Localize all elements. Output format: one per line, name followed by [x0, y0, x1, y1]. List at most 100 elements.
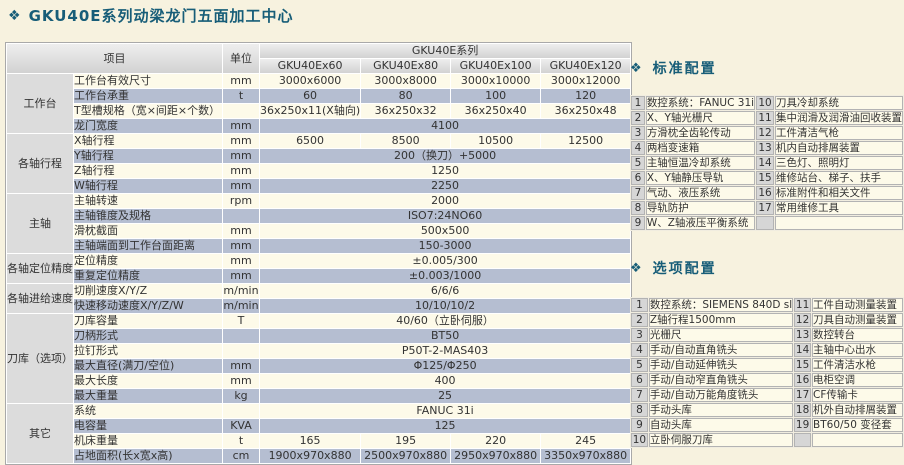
spec-unit-cell: T — [223, 314, 259, 328]
spec-value-cell: 1250 — [260, 164, 631, 178]
config-number-cell: 17 — [756, 201, 774, 215]
config-row: 5 主轴恒温冷却系统 14 三色灯、照明灯 — [631, 156, 903, 170]
spec-value-cell: Φ125/Φ250 — [260, 359, 631, 373]
config-number-cell: 11 — [756, 111, 774, 125]
config-number-cell: 13 — [756, 141, 774, 155]
config-row: 7 气动、液压系统 16 标准附件和相关文件 — [631, 186, 903, 200]
config-item-cell: W、Z轴液压平衡系统 — [645, 216, 756, 230]
spec-unit-cell: mm — [223, 269, 259, 283]
optional-config-title: 选项配置 — [652, 261, 717, 277]
spec-label-cell: 主轴锥度及规格 — [74, 209, 222, 223]
config-item-cell: 方滑枕全齿轮传动 — [645, 126, 756, 140]
optional-config-header: ❖ 选项配置 — [630, 258, 717, 278]
config-row: 4 两档变速箱 13 机内自动排屑装置 — [631, 141, 903, 155]
config-row: 6 X、Y轴静压导轨 15 维修站台、梯子、扶手 — [631, 171, 903, 185]
spec-label-cell: 快速移动速度X/Y/Z/W — [74, 299, 222, 313]
spec-label-cell: 龙门宽度 — [74, 119, 222, 133]
config-row: 8 手动头库 18 机外自动排屑装置 — [631, 403, 903, 417]
config-number-cell: 8 — [631, 403, 648, 417]
diamond-icon: ❖ — [8, 7, 22, 24]
config-number-cell: 11 — [794, 298, 812, 312]
spec-value-cell: 12500 — [541, 134, 631, 148]
config-number-cell: 7 — [631, 186, 645, 200]
spec-group-cell: 工作台 — [7, 74, 73, 133]
spec-value-cell: FANUC 31i — [260, 404, 631, 418]
config-item-cell: 手动头库 — [648, 403, 794, 417]
spec-label-cell: 滑枕截面 — [74, 224, 222, 238]
spec-label-cell: 主轴转速 — [74, 194, 222, 208]
spec-label-cell: 重复定位精度 — [74, 269, 222, 283]
spec-label-cell: 系统 — [74, 404, 222, 418]
spec-label-cell: 机床重量 — [74, 434, 222, 448]
spec-unit-cell: t — [223, 89, 259, 103]
spec-row: 最大长度 mm 400 — [7, 374, 631, 388]
spec-group-cell: 主轴 — [7, 194, 73, 253]
spec-row: 工作台 工作台有效尺寸 mm 3000x6000 3000x8000 3000x10000… — [7, 74, 631, 133]
spec-value-cell: 36x250x11(X轴向) — [260, 104, 361, 118]
spec-value-cell: 2500x970x880 — [361, 449, 451, 463]
config-item-cell: 刀具自动测量装置 — [812, 313, 903, 327]
config-item-cell: 导轨防护 — [645, 201, 756, 215]
spec-group-cell: 各轴进给速度 — [7, 284, 73, 313]
spec-table-container: 项目 单位 GKU40E系列 GKU40Ex60 GKU40Ex80 GKU40… — [5, 42, 633, 465]
spec-row: 拉钉形式 P50T-2-MAS403 — [7, 344, 631, 358]
diamond-icon: ❖ — [630, 60, 644, 76]
spec-label-cell: 占地面积(长x宽x高) — [74, 449, 222, 463]
config-item-cell: 主轴恒温冷却系统 — [645, 156, 756, 170]
spec-value-cell: ISO7:24NO60 — [260, 209, 631, 223]
spec-value-cell: 150-3000 — [260, 239, 631, 253]
spec-label-cell: 主轴端面到工作台面距离 — [74, 239, 222, 253]
optional-config-table: 1 数控系统：SIEMENS 840D sl 11 工件自动测量装置 2 Z轴行程1500… — [630, 297, 904, 448]
spec-value-cell: 2000 — [260, 194, 631, 208]
spec-unit-cell — [223, 344, 259, 358]
spec-row: 工作台承重 t 60 80 100 120 — [7, 89, 631, 103]
config-row: 1 数控系统：FANUC 31i 10 刀具冷却系统 — [631, 96, 903, 110]
config-item-cell: Z轴行程1500mm — [648, 313, 794, 327]
spec-value-cell: 25 — [260, 389, 631, 403]
config-item-cell: 机外自动排屑装置 — [812, 403, 903, 417]
spec-row: 各轴进给速度 切削速度X/Y/Z m/min 6/6/6 — [7, 284, 631, 313]
spec-value-cell: 40/60（立卧伺服） — [260, 314, 631, 328]
spec-row: 重复定位精度 mm ±0.003/1000 — [7, 269, 631, 283]
spec-value-cell: 6/6/6 — [260, 284, 631, 298]
spec-row: 各轴行程 X轴行程 mm 6500 8500 10500 12500 — [7, 134, 631, 193]
spec-unit-cell: mm — [223, 374, 259, 388]
spec-value-cell: 2950x970x880 — [451, 449, 541, 463]
spec-label-cell: Y轴行程 — [74, 149, 222, 163]
spec-row: W轴行程 mm 2250 — [7, 179, 631, 193]
spec-row: 主轴锥度及规格 ISO7:24NO60 — [7, 209, 631, 223]
spec-unit-cell: m/min — [223, 284, 259, 298]
spec-value-cell: 200（换刀）+5000 — [260, 149, 631, 163]
config-row: 6 手动/自动窄直角铣头 16 电柜空调 — [631, 373, 903, 387]
spec-value-cell: 120 — [541, 89, 631, 103]
spec-group-cell: 刀库（选项） — [7, 314, 73, 403]
config-row: 5 手动/自动延伸铣头 15 工件清洁水枪 — [631, 358, 903, 372]
spec-unit-cell: mm — [223, 134, 259, 148]
spec-value-cell: 6500 — [260, 134, 361, 148]
spec-value-cell: BT50 — [260, 329, 631, 343]
spec-value-cell: ±0.003/1000 — [260, 269, 631, 283]
spec-value-cell: 220 — [451, 434, 541, 448]
spec-value-cell: 10/10/10/2 — [260, 299, 631, 313]
config-number-cell: 3 — [631, 328, 648, 342]
config-number-cell: 4 — [631, 141, 645, 155]
spec-unit-cell: t — [223, 434, 259, 448]
spec-value-cell: 400 — [260, 374, 631, 388]
config-number-cell: 3 — [631, 126, 645, 140]
config-item-cell: 常用维修工具 — [774, 201, 903, 215]
config-number-cell: 6 — [631, 373, 648, 387]
spec-value-cell: P50T-2-MAS403 — [260, 344, 631, 358]
standard-config-title: 标准配置 — [652, 61, 717, 77]
spec-value-cell: 125 — [260, 419, 631, 433]
spec-table-body: 工作台 工作台有效尺寸 mm 3000x6000 3000x8000 3000x10000… — [7, 74, 631, 463]
spec-label-cell: 拉钉形式 — [74, 344, 222, 358]
spec-row: 龙门宽度 mm 4100 — [7, 119, 631, 133]
spec-unit-cell: mm — [223, 149, 259, 163]
header-series: GKU40E系列 — [260, 44, 631, 58]
spec-label-cell: T型槽规格（宽×间距×个数） — [74, 104, 222, 118]
config-item-cell: 自动头库 — [648, 418, 794, 432]
config-number-cell: 14 — [794, 343, 812, 357]
spec-label-cell: X轴行程 — [74, 134, 222, 148]
config-number-cell: 16 — [794, 373, 812, 387]
spec-row: 电容量 KVA 125 — [7, 419, 631, 433]
